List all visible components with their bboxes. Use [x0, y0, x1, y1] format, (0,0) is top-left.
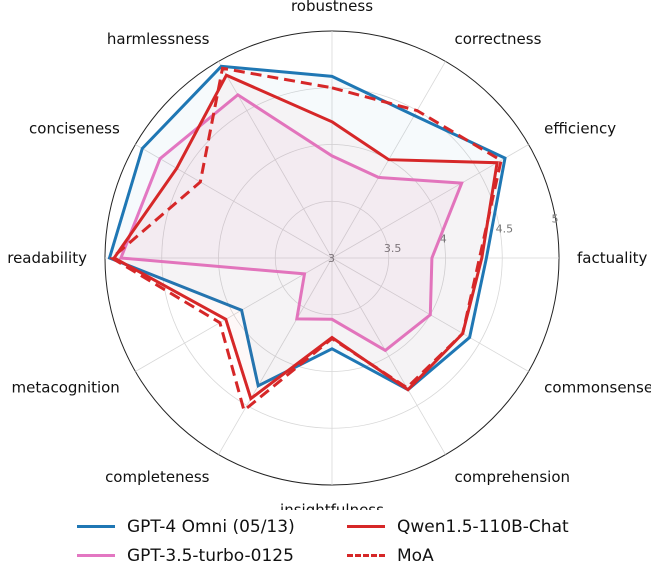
axis-label-correctness: correctness [455, 30, 542, 48]
radar-chart: 3 3.5 4 4.5 5 robustness correctness efficienc… [7, 0, 651, 510]
legend-label-qwen: Qwen1.5-110B-Chat [397, 516, 569, 537]
legend-swatch-gpt4o [77, 525, 115, 528]
tick-label-4: 4 [440, 232, 447, 245]
axis-label-completeness: completeness [105, 468, 210, 486]
tick-label-4-5: 4.5 [496, 222, 514, 235]
legend-item-qwen: Qwen1.5-110B-Chat [343, 512, 585, 541]
legend-label-moa: MoA [397, 545, 434, 566]
spoke-completeness [218, 257, 333, 455]
axis-label-metacognition: metacognition [12, 379, 120, 397]
legend-label-gpt35: GPT-3.5-turbo-0125 [127, 545, 294, 566]
axis-label-efficiency: efficiency [544, 120, 616, 138]
axis-labels: robustness correctness efficiency factualit… [7, 0, 651, 510]
legend-swatch-gpt35 [77, 554, 115, 557]
legend-swatch-moa [347, 554, 385, 557]
tick-label-3-5: 3.5 [384, 242, 402, 255]
tick-label-3: 3 [328, 252, 335, 265]
spoke-conciseness [135, 144, 333, 259]
spoke-comprehension [331, 257, 446, 455]
axis-label-readability: readability [7, 249, 87, 267]
series-gpt-3-5-turbo-0125 [118, 92, 464, 353]
legend-swatch-qwen [347, 525, 385, 528]
axis-label-comprehension: comprehension [455, 468, 571, 486]
axis-label-insightfulness: insightfulness [280, 501, 384, 510]
axis-label-factuality: factuality [577, 249, 648, 267]
series-moa [109, 66, 503, 414]
axis-label-conciseness: conciseness [29, 120, 120, 138]
legend-item-moa: MoA [343, 541, 585, 570]
legend-label-gpt4o: GPT-4 Omni (05/13) [127, 516, 295, 537]
radar-series [107, 64, 507, 414]
axis-label-harmlessness: harmlessness [107, 30, 210, 48]
legend-item-gpt35: GPT-3.5-turbo-0125 [73, 541, 343, 570]
legend-item-gpt4o: GPT-4 Omni (05/13) [73, 512, 343, 541]
radar-grid: 3 3.5 4 4.5 5 [104, 30, 560, 486]
axis-label-robustness: robustness [291, 0, 373, 15]
spoke-metacognition [135, 257, 333, 372]
tick-label-5: 5 [552, 213, 559, 226]
axis-label-commonsense: commonsense [544, 379, 651, 397]
legend: GPT-4 Omni (05/13) Qwen1.5-110B-Chat GPT… [73, 512, 585, 570]
